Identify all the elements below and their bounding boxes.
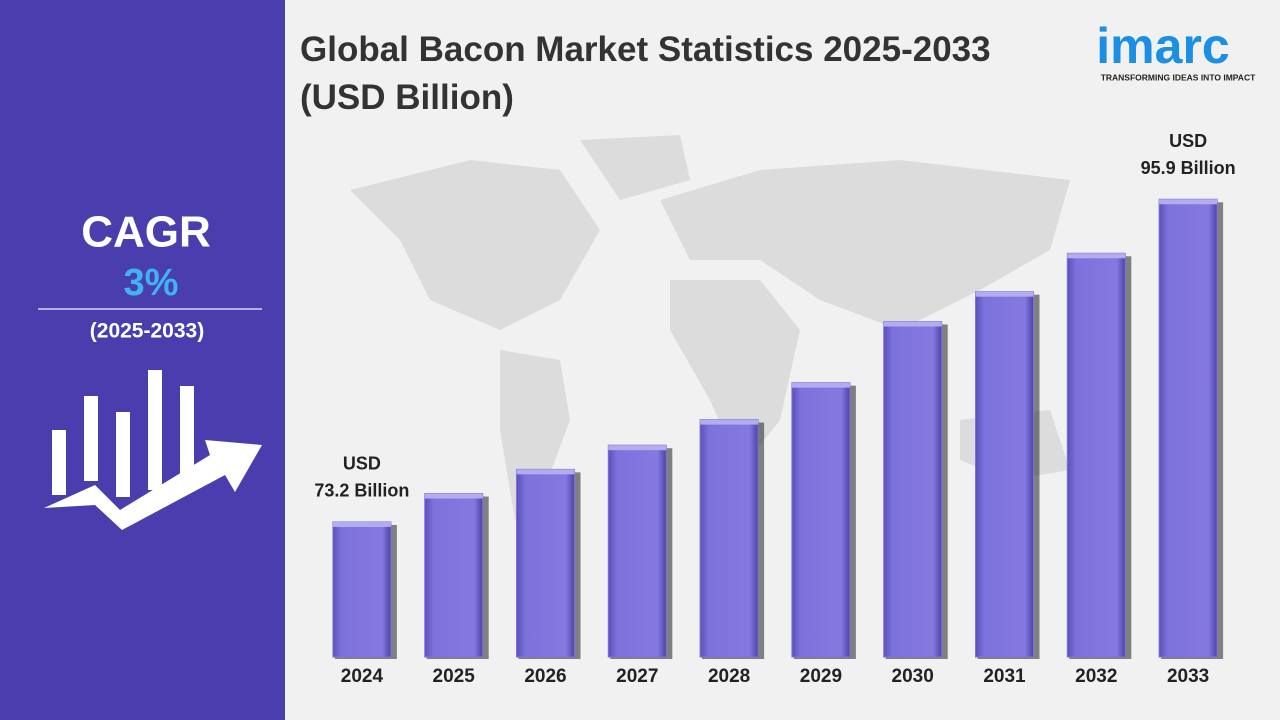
side-panel [0, 0, 285, 720]
x-tick-label: 2028 [708, 666, 750, 687]
x-tick-label: 2024 [341, 666, 384, 687]
data-label: 95.9 Billion [1141, 158, 1236, 178]
x-tick-label: 2026 [524, 666, 566, 687]
bar [1066, 252, 1126, 658]
cagr-period: (2025-2033) [90, 320, 204, 343]
data-label: USD [343, 454, 381, 474]
bar-cap [1159, 199, 1218, 205]
logo-tagline: TRANSFORMING IDEAS INTO IMPACT [1101, 72, 1256, 82]
x-tick-label: 2027 [616, 666, 658, 687]
bar [332, 521, 392, 658]
bar-cap [332, 521, 391, 527]
bar-cap [424, 493, 483, 499]
bar [975, 291, 1034, 658]
data-label: 73.2 Billion [314, 481, 409, 501]
bar-cap [1067, 253, 1126, 259]
bar [424, 493, 484, 658]
bar-cap [791, 382, 850, 388]
cagr-label: CAGR [81, 208, 211, 257]
bar-cap [883, 321, 942, 327]
bar-cap [516, 469, 575, 475]
x-tick-label: 2030 [892, 666, 934, 687]
x-tick-label: 2033 [1167, 666, 1209, 687]
logo: imarc [1096, 18, 1229, 74]
bar-cap [608, 445, 667, 451]
bar [699, 419, 759, 658]
x-tick-label: 2025 [433, 666, 476, 687]
x-tick-label: 2029 [800, 666, 842, 687]
x-tick-label: 2031 [983, 666, 1026, 687]
bar-cap [975, 291, 1034, 297]
bar [607, 444, 667, 658]
data-label: USD [1169, 131, 1207, 151]
growth-icon [44, 370, 262, 530]
bar [883, 321, 943, 658]
bar [791, 382, 851, 658]
x-tick-label: 2032 [1075, 666, 1117, 687]
bar [1158, 198, 1218, 658]
bar [516, 468, 575, 658]
bar-cap [700, 419, 759, 425]
cagr-value: 3% [124, 262, 179, 304]
chart-title: Global Bacon Market Statistics 2025-2033… [300, 30, 991, 117]
